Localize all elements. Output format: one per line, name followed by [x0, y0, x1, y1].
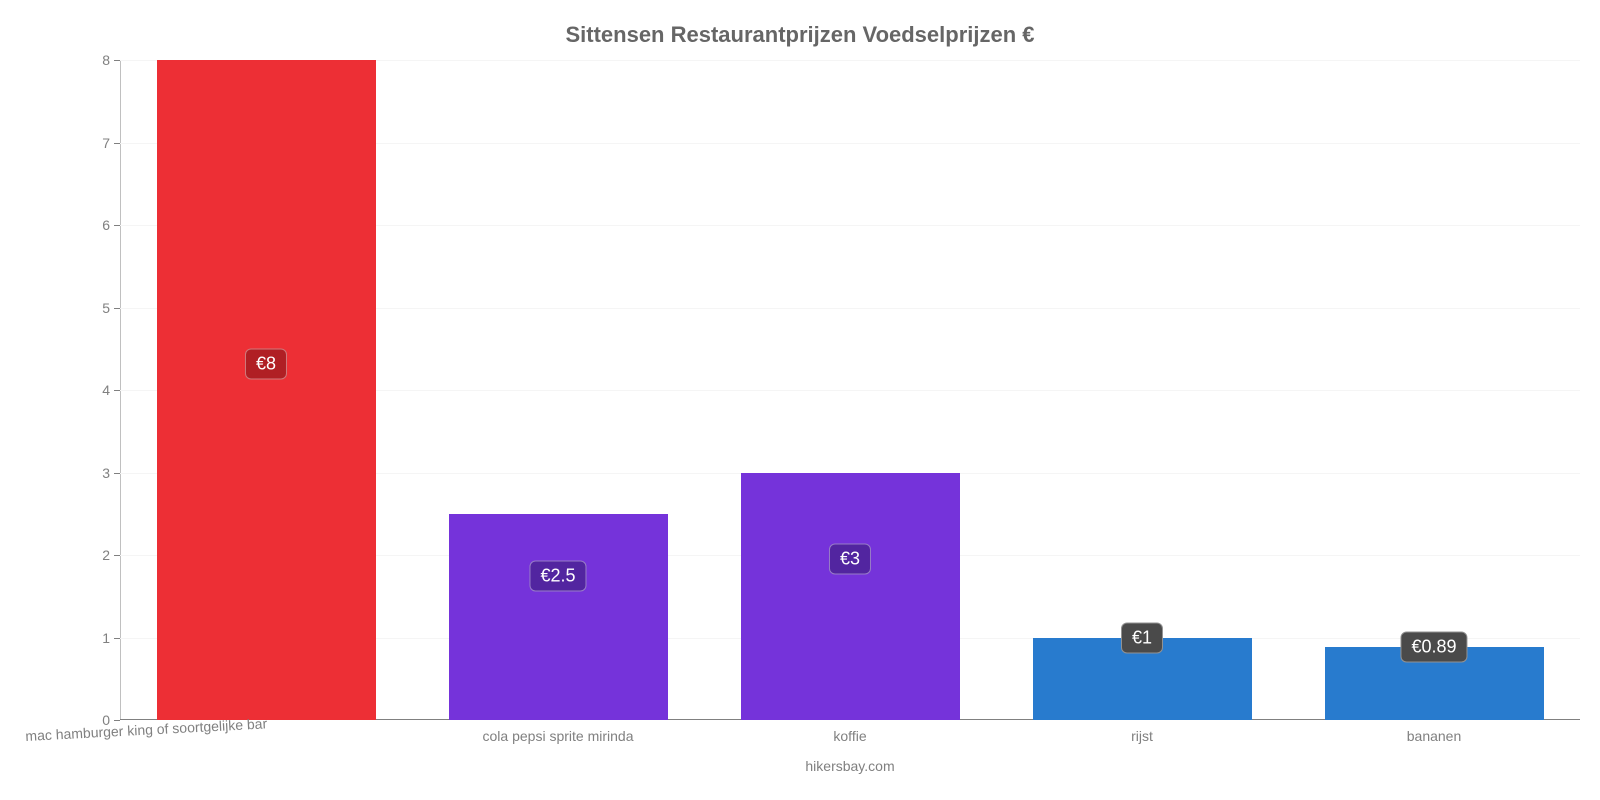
bar-group: €1rijst: [1033, 638, 1252, 721]
y-axis-tick: [114, 555, 120, 556]
bar-group: €8mac hamburger king of soortgelijke bar: [157, 60, 376, 720]
bar: [157, 60, 376, 720]
x-axis-category-label: bananen: [1407, 728, 1462, 744]
bar: [449, 514, 668, 720]
y-axis-tick: [114, 473, 120, 474]
bar-value-label: €3: [829, 544, 871, 575]
y-axis-tick: [114, 143, 120, 144]
y-axis-tick: [114, 390, 120, 391]
bar-group: €3koffie: [741, 473, 960, 721]
y-axis-tick: [114, 720, 120, 721]
x-axis-category-label: koffie: [833, 728, 866, 744]
y-axis-tick: [114, 225, 120, 226]
bar: [741, 473, 960, 721]
plot-area: 012345678 €8mac hamburger king of soortg…: [120, 60, 1580, 720]
y-axis-tick: [114, 638, 120, 639]
bar-group: €0.89bananen: [1325, 647, 1544, 720]
attribution-text: hikersbay.com: [805, 758, 894, 774]
bar-value-label: €8: [245, 348, 287, 379]
y-axis-tick: [114, 308, 120, 309]
chart-title: Sittensen Restaurantprijzen Voedselprijz…: [0, 0, 1600, 48]
x-axis-category-label: rijst: [1131, 728, 1153, 744]
bar-group: €2.5cola pepsi sprite mirinda: [449, 514, 668, 720]
bar-value-label: €1: [1121, 622, 1163, 653]
x-axis-category-label: cola pepsi sprite mirinda: [483, 728, 634, 744]
y-axis-tick: [114, 60, 120, 61]
bar-value-label: €0.89: [1400, 631, 1467, 662]
bar-value-label: €2.5: [529, 560, 586, 591]
